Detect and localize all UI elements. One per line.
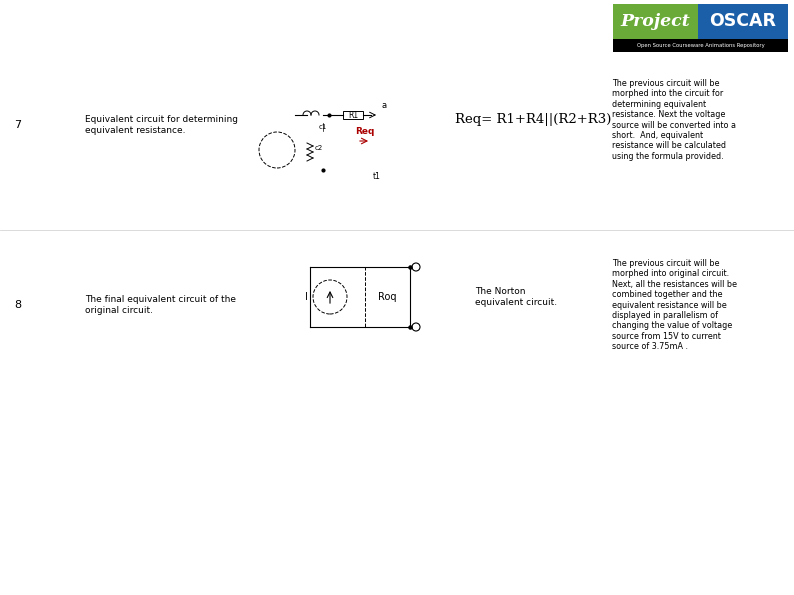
Text: The previous circuit will be
morphed into the circuit for
determining equivalent: The previous circuit will be morphed int… [612, 79, 736, 161]
Text: Open Source Courseware Animations Repository: Open Source Courseware Animations Reposi… [637, 43, 765, 48]
Text: The Norton
equivalent circuit.: The Norton equivalent circuit. [475, 287, 557, 306]
Text: c2: c2 [315, 145, 323, 151]
Text: 7: 7 [14, 120, 21, 130]
Text: Roq: Roq [378, 292, 397, 302]
Bar [613, 39, 788, 52]
Text: Req= R1+R4||(R2+R3): Req= R1+R4||(R2+R3) [455, 114, 611, 127]
Text: I: I [305, 292, 308, 302]
Text: c1: c1 [319, 124, 327, 130]
Text: The previous circuit will be
morphed into original circuit.
Next, all the resist: The previous circuit will be morphed int… [612, 259, 737, 351]
Text: a: a [381, 101, 386, 110]
Text: Req: Req [355, 127, 375, 136]
Bar [698, 4, 788, 39]
Text: Equivalent circuit for determining
equivalent resistance.: Equivalent circuit for determining equiv… [85, 115, 238, 134]
Bar [613, 4, 698, 39]
Text: R1: R1 [348, 111, 358, 120]
Text: The final equivalent circuit of the
original circuit.: The final equivalent circuit of the orig… [85, 295, 236, 315]
Bar [365, 267, 410, 327]
Text: OSCAR: OSCAR [710, 12, 777, 30]
Text: Project: Project [621, 13, 690, 30]
Text: t1: t1 [373, 172, 381, 181]
Text: 8: 8 [14, 300, 21, 310]
Bar [343, 111, 363, 119]
